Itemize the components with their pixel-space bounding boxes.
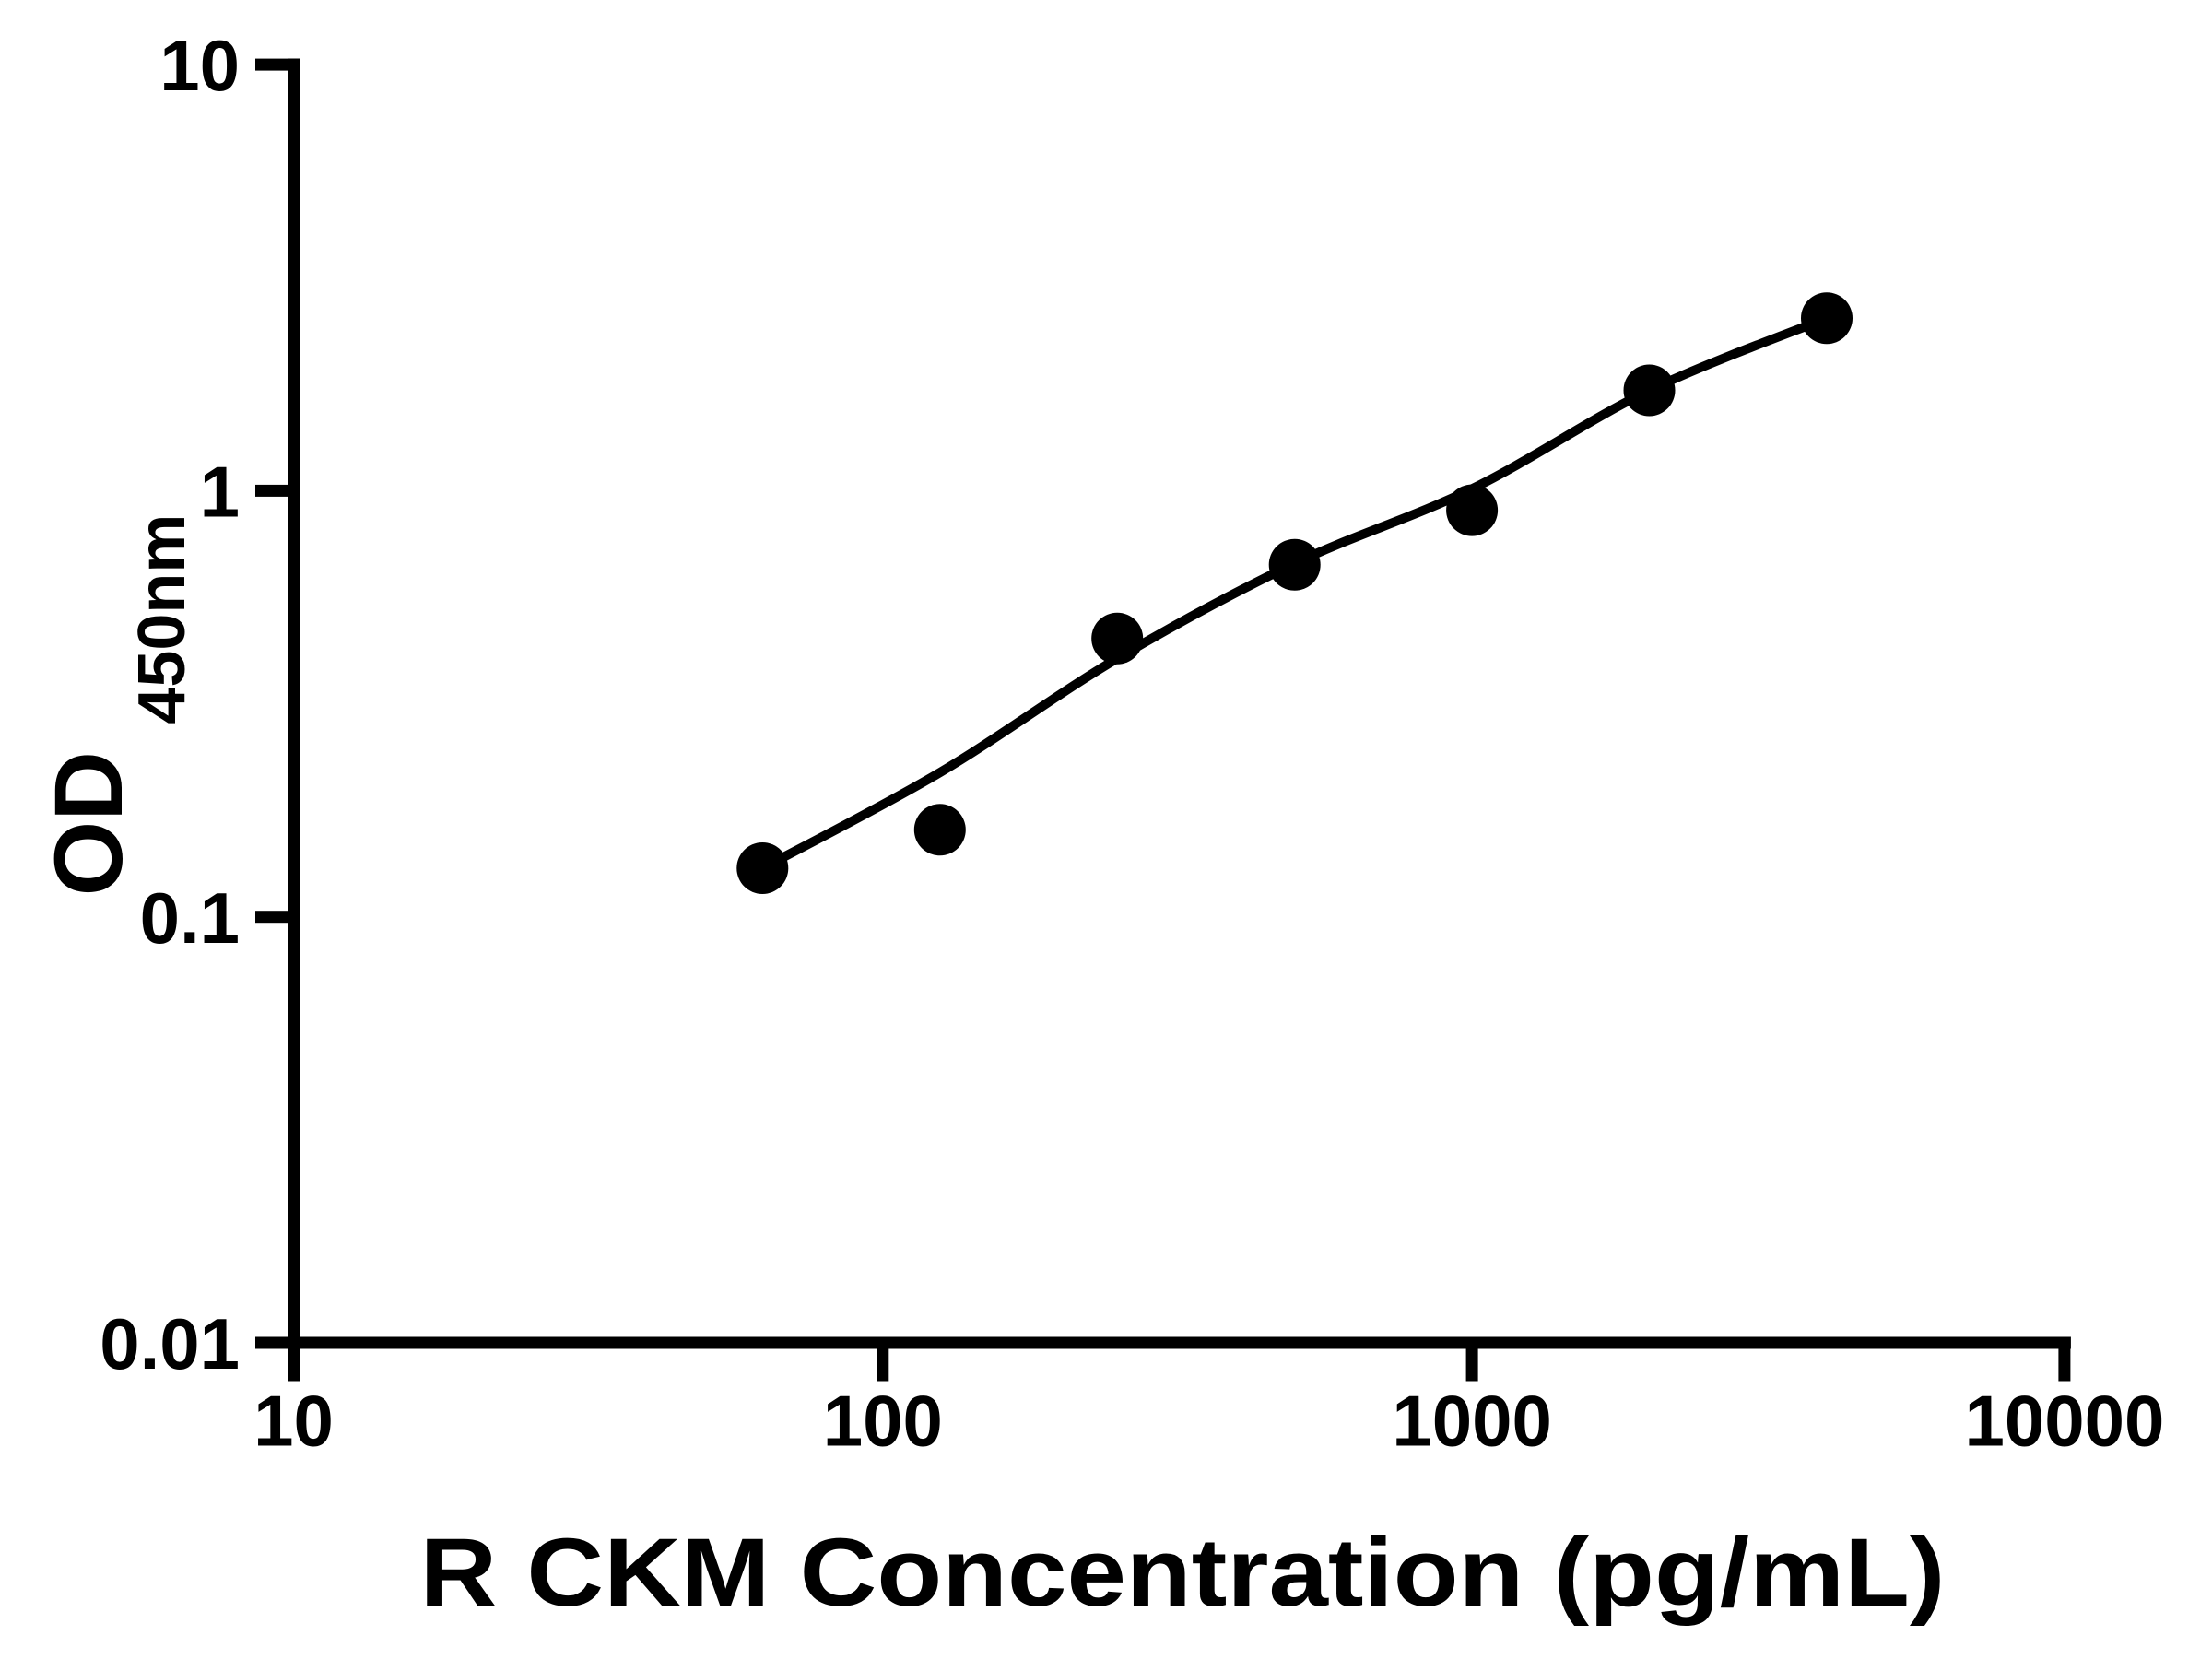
axis-ticks [255, 58, 2071, 1382]
x-tick-label: 1000 [1392, 1381, 1552, 1462]
x-tick-label: 10000 [1964, 1381, 2164, 1462]
x-tick-label: 100 [823, 1381, 943, 1462]
y-axis-title: OD 450nm [35, 514, 199, 897]
y-tick-label: 0.1 [140, 877, 240, 959]
x-tick-label: 10 [253, 1381, 334, 1462]
y-axis-spine [288, 58, 300, 1382]
y-tick [255, 1336, 294, 1349]
x-tick [2058, 1343, 2071, 1382]
tick-labels: 0.01 0.1 1 10 10 100 1000 10000 [100, 25, 2164, 1461]
y-axis-title-main: OD [35, 751, 143, 897]
y-tick [255, 484, 294, 497]
y-tick [255, 911, 294, 924]
data-points [736, 292, 1853, 894]
data-point [1091, 612, 1144, 665]
y-tick [255, 58, 294, 71]
y-tick-label: 10 [159, 25, 240, 106]
y-axis-title-subscript: 450nm [125, 514, 199, 724]
x-axis-title: R CKM Concentration (pg/mL) [420, 1519, 1946, 1627]
data-point [1268, 538, 1321, 591]
x-tick [288, 1343, 300, 1382]
x-axis-spine [255, 1336, 2071, 1349]
data-point [1446, 484, 1499, 536]
axes [255, 58, 2071, 1382]
x-tick [877, 1343, 889, 1382]
y-tick-label: 1 [200, 451, 240, 532]
data-point [913, 804, 966, 856]
data-point [1623, 364, 1676, 417]
y-tick-label: 0.01 [100, 1303, 240, 1384]
data-point [736, 842, 789, 894]
data-point [1801, 292, 1853, 345]
x-tick [1465, 1343, 1478, 1382]
